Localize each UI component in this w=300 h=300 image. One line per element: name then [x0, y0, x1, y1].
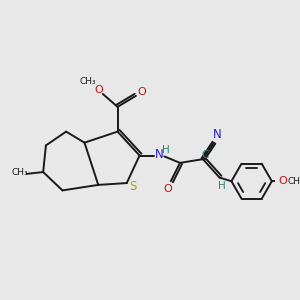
- Text: O: O: [94, 85, 103, 95]
- Text: N: N: [154, 148, 163, 161]
- Text: N: N: [213, 128, 222, 141]
- Text: CH₃: CH₃: [80, 76, 97, 85]
- Text: O: O: [164, 184, 172, 194]
- Text: O: O: [137, 87, 146, 97]
- Text: C: C: [201, 150, 208, 160]
- Text: H: H: [218, 181, 226, 191]
- Text: H: H: [162, 145, 170, 155]
- Text: CH₃: CH₃: [12, 169, 28, 178]
- Text: CH₃: CH₃: [287, 177, 300, 186]
- Text: S: S: [130, 180, 137, 193]
- Text: O: O: [278, 176, 287, 186]
